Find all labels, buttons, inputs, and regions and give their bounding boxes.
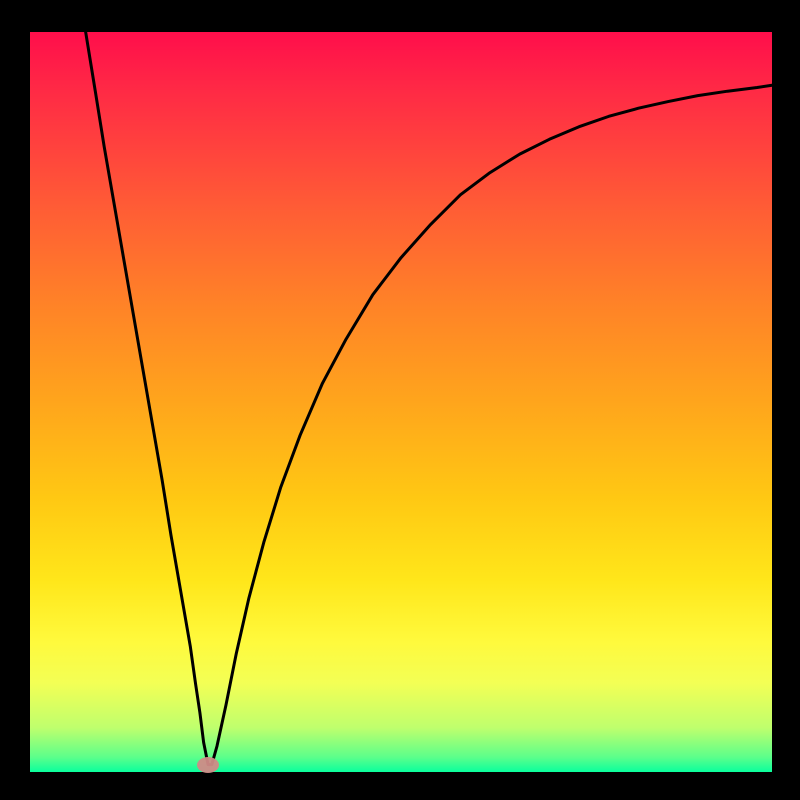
plot-area: [30, 32, 772, 772]
chart-frame: TheBottleneck.com: [0, 0, 800, 800]
bottleneck-curve: [86, 32, 772, 765]
attribution-label: TheBottleneck.com: [543, 4, 786, 35]
dip-marker: [197, 757, 219, 773]
curve-layer: [30, 32, 772, 772]
